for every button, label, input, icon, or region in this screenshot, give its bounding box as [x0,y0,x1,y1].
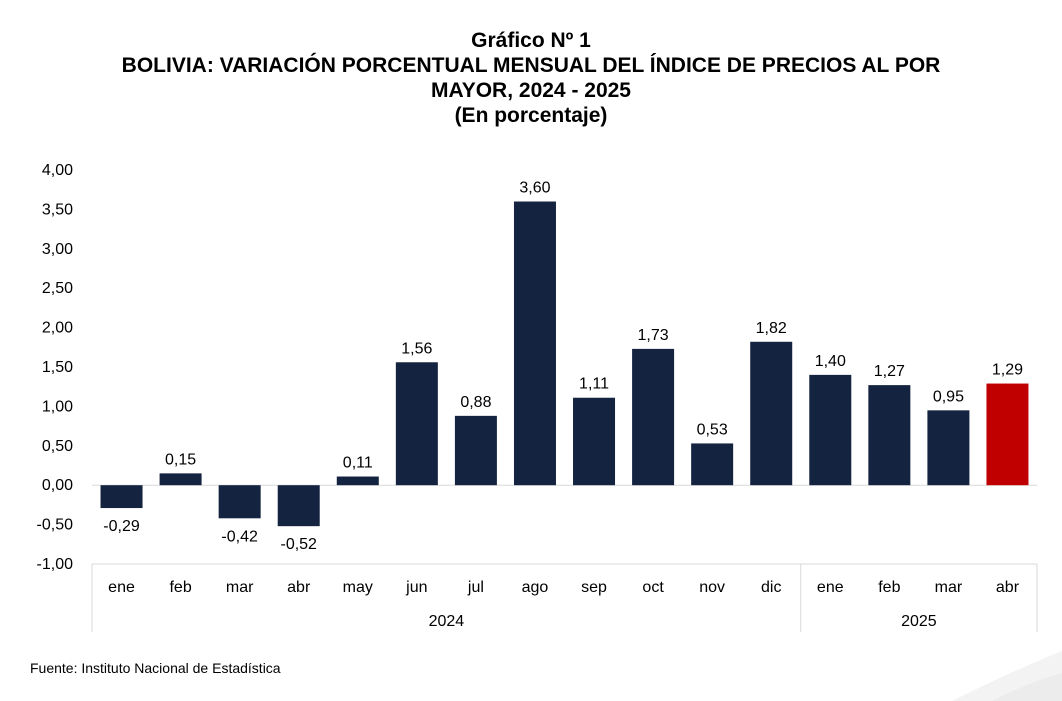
y-tick-label: 1,50 [42,359,73,376]
bar [809,374,852,486]
x-tick-label: jul [467,579,484,596]
decorative-corner-shape [952,651,1062,701]
bar [573,397,616,486]
data-label: 0,88 [460,394,491,411]
data-label: 1,82 [756,320,787,337]
chart-title-line-4: (En porcentaje) [454,104,608,127]
group-label: 2025 [901,613,937,630]
data-label: 0,11 [343,455,373,472]
bar [277,485,320,527]
x-tick-label: oct [642,579,664,596]
y-tick-label: 3,00 [42,241,73,258]
chart-title-line-2: BOLIVIA: VARIACIÓN PORCENTUAL MENSUAL DE… [121,54,941,77]
x-tick-label: abr [996,579,1020,596]
y-tick-label: -1,00 [37,556,74,573]
data-label: -0,42 [221,528,258,545]
x-tick-label: feb [878,579,900,596]
bar [336,476,379,486]
x-tick-label: jun [405,579,427,596]
bar [632,348,675,486]
x-tick-label: feb [169,579,191,596]
bar [100,485,143,509]
x-tick-label: mar [226,579,254,596]
bar [513,201,556,486]
x-tick-label: dic [761,579,781,596]
bar [691,443,734,486]
x-tick-label: may [343,579,373,596]
y-tick-label: 1,00 [42,398,73,415]
group-label: 2024 [429,613,465,630]
bar [454,415,497,486]
data-label: -0,29 [103,518,140,535]
y-tick-label: -0,50 [37,517,74,534]
y-tick-label: 0,00 [42,477,73,494]
y-tick-label: 0,50 [42,438,73,455]
data-label: 1,40 [815,353,846,370]
data-label: 0,95 [933,388,964,405]
bar [927,410,970,486]
bar [986,383,1029,486]
chart-title-block: Gráfico Nº 1 BOLIVIA: VARIACIÓN PORCENTU… [0,28,1062,128]
bar [750,341,793,486]
source-note: Fuente: Instituto Nacional de Estadístic… [30,660,281,676]
data-label: 0,15 [165,451,196,468]
data-label: -0,52 [280,536,317,553]
x-tick-label: mar [935,579,963,596]
y-tick-label: 2,50 [42,280,73,297]
bar [218,485,261,519]
y-tick-label: 3,50 [42,201,73,218]
data-label: 1,11 [579,376,609,393]
x-tick-label: ene [817,579,844,596]
data-label: 1,73 [638,327,669,344]
x-tick-label: nov [699,579,725,596]
data-label: 1,27 [874,363,905,380]
x-tick-label: sep [581,579,607,596]
y-tick-label: 2,00 [42,320,73,337]
x-tick-label: abr [287,579,311,596]
chart-title-line-3: MAYOR, 2024 - 2025 [430,79,631,102]
bar [868,385,911,486]
x-tick-label: ago [522,579,549,596]
data-label: 1,56 [401,340,432,357]
data-label: 1,29 [992,362,1023,379]
chart-title-line-1: Gráfico Nº 1 [471,29,591,52]
bar [159,473,202,486]
bar [395,362,438,486]
bar-chart: 4,00 3,50 3,00 2,50 2,00 1,50 1,00 0,50 0,00 -0,5… [37,162,1038,632]
x-tick-label: ene [108,579,135,596]
y-tick-label: 4,00 [42,162,73,179]
data-label: 0,53 [697,421,728,438]
data-label: 3,60 [519,180,550,197]
